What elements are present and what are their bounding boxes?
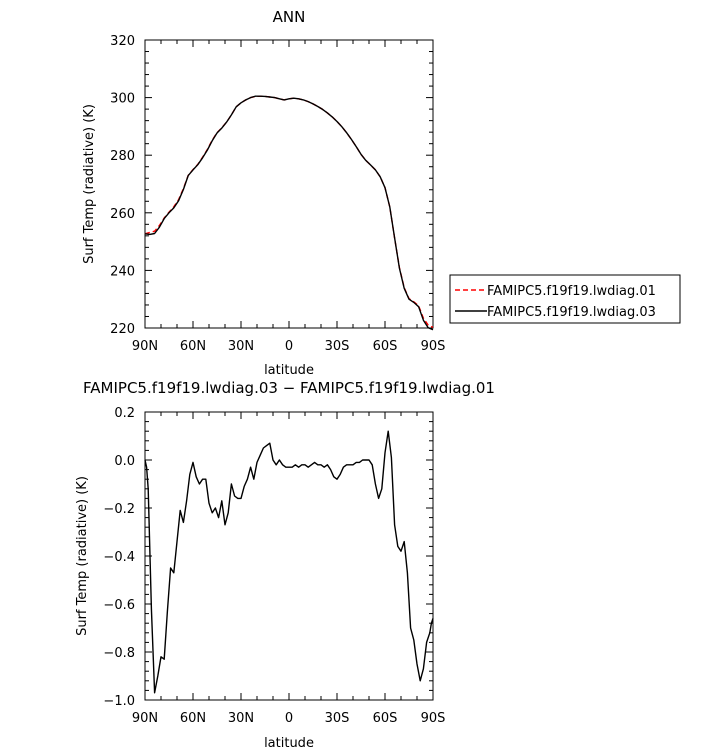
- y-tick-label: −1.0: [103, 694, 135, 709]
- y-tick-label: −0.4: [103, 550, 135, 565]
- x-tick-label: 60N: [180, 711, 206, 726]
- y-tick-label: 300: [110, 92, 135, 107]
- series-line-0: [144, 95, 434, 329]
- y-tick-label: 320: [110, 34, 135, 49]
- plot-frame: [144, 411, 434, 701]
- temperature-chart: ANN 90N 60N 30N 0 30S 60S 90S 220 240 260 280 300 320…: [82, 8, 445, 378]
- chart-title: FAMIPC5.f19f19.lwdiag.03 − FAMIPC5.f19f1…: [83, 379, 495, 397]
- legend-box: [449, 274, 681, 324]
- difference-chart: FAMIPC5.f19f19.lwdiag.03 − FAMIPC5.f19f1…: [75, 379, 495, 751]
- x-tick-label: 90S: [421, 711, 446, 726]
- x-tick-label: 60N: [180, 339, 206, 354]
- x-tick-label: 30N: [228, 339, 254, 354]
- series-line-0: [144, 430, 434, 694]
- y-tick-label: 240: [110, 264, 135, 279]
- x-axis-label: latitude: [264, 736, 314, 751]
- y-tick-label: 280: [110, 149, 135, 164]
- chart-title: ANN: [273, 8, 306, 26]
- y-axis-label: Surf Temp (radiative) (K): [82, 104, 97, 264]
- x-tick-label: 0: [285, 339, 293, 354]
- x-axis-label: latitude: [264, 363, 314, 378]
- legend-label: FAMIPC5.f19f19.lwdiag.01: [487, 284, 656, 299]
- y-tick-label: −0.8: [103, 646, 135, 661]
- x-tick-label: 30S: [325, 339, 350, 354]
- y-tick-label: 260: [110, 207, 135, 222]
- y-tick-label: −0.2: [103, 502, 135, 517]
- legend-label: FAMIPC5.f19f19.lwdiag.03: [487, 305, 656, 320]
- y-axis-label: Surf Temp (radiative) (K): [75, 476, 90, 636]
- x-tick-label: 90N: [132, 339, 158, 354]
- y-tick-label: 0.0: [114, 454, 135, 469]
- y-tick-label: −0.6: [103, 598, 135, 613]
- x-tick-label: 0: [285, 711, 293, 726]
- x-tick-label: 30N: [228, 711, 254, 726]
- series-line-1: [144, 95, 434, 331]
- y-tick-label: 220: [110, 322, 135, 337]
- x-tick-label: 90N: [132, 711, 158, 726]
- legend: FAMIPC5.f19f19.lwdiag.01 FAMIPC5.f19f19.l…: [449, 274, 681, 324]
- x-tick-label: 30S: [325, 711, 350, 726]
- y-tick-label: 0.2: [114, 406, 135, 421]
- x-tick-label: 60S: [373, 711, 398, 726]
- x-tick-label: 60S: [373, 339, 398, 354]
- plot-frame: [144, 39, 434, 329]
- x-tick-label: 90S: [421, 339, 446, 354]
